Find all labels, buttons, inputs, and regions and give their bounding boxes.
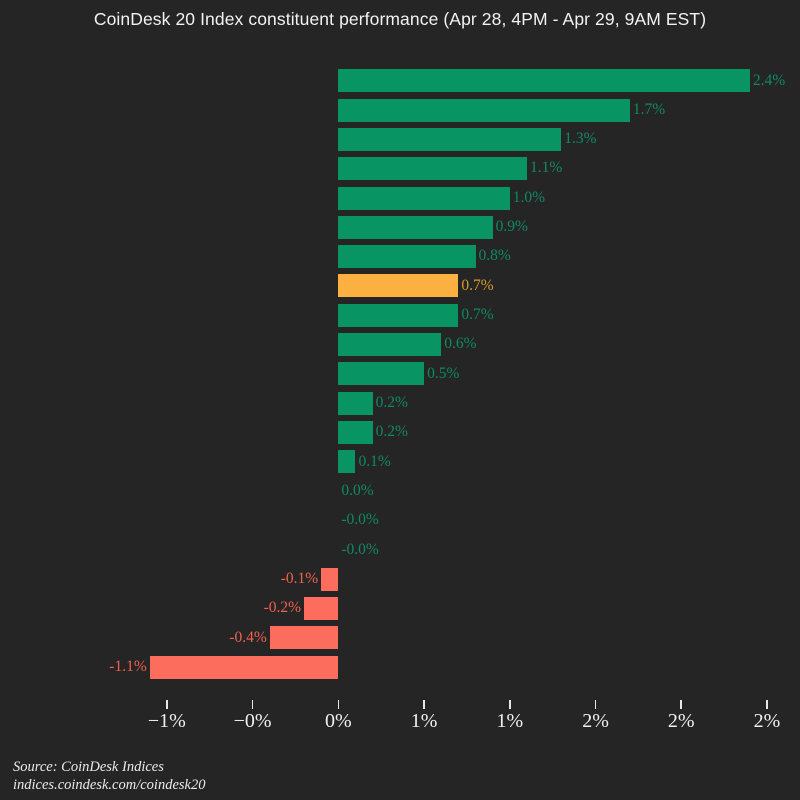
bar-value-label: 2.4% bbox=[752, 71, 786, 89]
bar bbox=[338, 391, 373, 415]
bar bbox=[338, 245, 476, 269]
x-axis-tick-label: −0% bbox=[233, 710, 272, 732]
bar bbox=[338, 215, 493, 239]
bar-row: -0.1% bbox=[124, 565, 767, 594]
x-axis-tick-label: 2% bbox=[753, 710, 781, 732]
x-axis-tick-mark bbox=[509, 700, 511, 709]
bar bbox=[338, 303, 459, 327]
bar-value-label: 0.0% bbox=[341, 482, 374, 500]
bar bbox=[269, 626, 339, 650]
bar bbox=[338, 450, 356, 474]
x-axis: −1% −0% 0% 1% 1% 2% 2% 2% bbox=[0, 686, 800, 746]
bar bbox=[338, 69, 750, 93]
bar-value-label: -0.1% bbox=[280, 570, 319, 588]
bar-row: 0.7% bbox=[124, 271, 767, 300]
bar-row: 2.4% bbox=[124, 66, 785, 95]
x-axis-tick-mark bbox=[251, 700, 254, 709]
bar-row: -0.2% bbox=[124, 594, 767, 623]
x-axis-tick-label: 1% bbox=[496, 710, 524, 732]
x-axis-tick-label: −1% bbox=[147, 710, 186, 732]
page-title: CoinDesk 20 Index constituent performanc… bbox=[93, 9, 707, 29]
bar-row: 0.2% bbox=[124, 418, 767, 447]
x-axis-tick-mark bbox=[337, 700, 340, 709]
bar-row: 1.0% bbox=[124, 183, 767, 212]
bar-row: 0.2% bbox=[124, 389, 767, 418]
bar-value-label: 0.2% bbox=[375, 423, 408, 441]
source-note: Source: CoinDesk Indices indices.coindes… bbox=[13, 759, 206, 793]
bar-row: 0.6% bbox=[124, 330, 767, 359]
bar-value-label: 0.5% bbox=[427, 364, 460, 382]
bar-value-label: 0.7% bbox=[461, 306, 494, 324]
bar-value-label: -0.2% bbox=[263, 599, 302, 617]
bar bbox=[338, 274, 459, 298]
bar-value-label: 0.6% bbox=[444, 335, 477, 353]
bar-row: 0.9% bbox=[124, 213, 767, 242]
x-axis-tick-mark bbox=[680, 700, 683, 709]
x-axis-tick-mark bbox=[594, 700, 597, 709]
bar-row: -0.0% bbox=[124, 535, 767, 564]
x-axis-tick-mark bbox=[766, 700, 768, 709]
bar-value-label: 0.2% bbox=[375, 394, 408, 412]
bar-value-label: -1.1% bbox=[109, 658, 147, 676]
bar-value-label: 1.0% bbox=[512, 188, 546, 206]
bar-row: -1.1% bbox=[109, 653, 767, 682]
bar bbox=[338, 333, 442, 357]
bar bbox=[338, 186, 510, 210]
x-axis-tick-label: 2% bbox=[667, 710, 695, 732]
x-axis-tick-mark bbox=[166, 700, 168, 709]
bar-value-label: 0.9% bbox=[495, 218, 528, 236]
bar-row: -0.4% bbox=[124, 623, 767, 652]
bar-row: 0.0% bbox=[124, 477, 767, 506]
bar-value-label: 0.7% bbox=[461, 276, 494, 294]
bar-row: 0.1% bbox=[124, 447, 767, 476]
bar-value-label: -0.4% bbox=[229, 628, 267, 646]
bar-value-label: 0.8% bbox=[478, 247, 511, 265]
bar bbox=[338, 157, 527, 181]
x-axis-tick-label: 1% bbox=[410, 710, 438, 732]
bar-row: -0.0% bbox=[124, 506, 767, 535]
plot-area: 2.4% 1.7% 1.3% 1.1% 1.0% 0.9% 0.8% 0.7% 0.7% 0.6%… bbox=[109, 66, 785, 686]
bar bbox=[338, 362, 425, 386]
bar-value-label: 0.1% bbox=[358, 452, 391, 470]
x-axis-tick-label: 2% bbox=[582, 710, 609, 732]
x-axis-tick-label: 0% bbox=[324, 710, 352, 732]
x-axis-tick-mark bbox=[423, 700, 425, 709]
bar-row: 0.5% bbox=[124, 359, 767, 388]
bar-value-label: -0.0% bbox=[341, 511, 379, 529]
bar bbox=[321, 567, 339, 591]
bar bbox=[149, 655, 339, 679]
bar-row: 1.1% bbox=[124, 154, 767, 183]
bar-value-label: 1.7% bbox=[632, 100, 666, 118]
bar bbox=[338, 127, 562, 151]
bar-row: 0.8% bbox=[124, 242, 767, 271]
bar-value-label: -0.0% bbox=[341, 540, 379, 558]
bar-row: 1.7% bbox=[124, 95, 767, 124]
bar bbox=[338, 421, 373, 445]
bar-row: 0.7% bbox=[124, 301, 767, 330]
bar-value-label: 1.1% bbox=[529, 159, 563, 177]
bar bbox=[338, 98, 630, 122]
bar-value-label: 1.3% bbox=[564, 130, 597, 148]
bar bbox=[304, 597, 339, 621]
bar-row: 1.3% bbox=[124, 125, 767, 154]
